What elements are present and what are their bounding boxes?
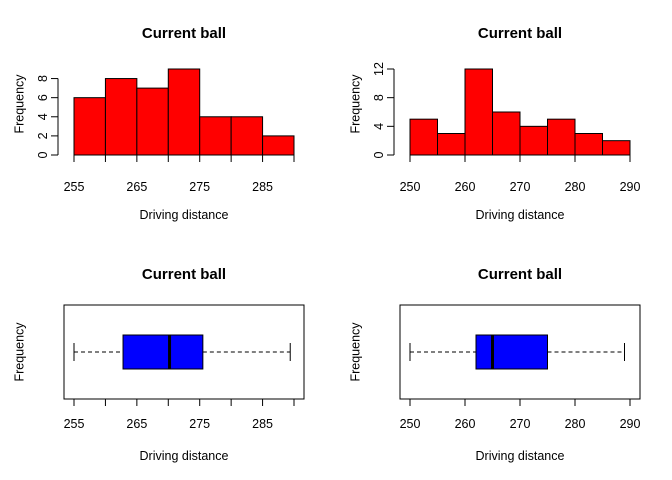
x-tick-label: 280: [565, 180, 586, 194]
histogram-bar: [602, 140, 631, 156]
histogram-bar: [547, 118, 576, 156]
x-tick-label: 265: [126, 180, 147, 194]
x-tick-label: 280: [565, 417, 586, 431]
x-tick-label: 285: [252, 180, 273, 194]
y-tick-label: 0: [372, 151, 386, 158]
histogram-bar: [136, 87, 169, 156]
histogram-bar: [104, 78, 138, 156]
y-axis-label: Frequency: [12, 74, 26, 134]
y-tick-label: 12: [372, 62, 386, 76]
x-tick-label: 255: [64, 417, 85, 431]
chart-panel-1: Current ball Driving distance Frequency 255…: [12, 25, 295, 222]
histogram-bar: [73, 97, 106, 156]
x-tick-label: 255: [64, 180, 85, 194]
chart-panel-2: Current ball Driving distance Frequency 250…: [348, 25, 640, 222]
x-tick-label: 260: [455, 417, 476, 431]
y-tick-label: 4: [36, 113, 50, 120]
x-tick-label: 285: [252, 417, 273, 431]
chart-panel-3: Current ball Driving distance Frequency 255…: [12, 266, 305, 463]
histogram-bar: [464, 68, 493, 156]
histogram-bar: [409, 118, 438, 156]
y-axis-label: Frequency: [348, 74, 362, 134]
box-iqr: [475, 334, 548, 370]
x-tick-label: 270: [510, 417, 531, 431]
x-tick-label: 275: [189, 417, 210, 431]
x-tick-label: 260: [455, 180, 476, 194]
histogram-bar: [199, 116, 232, 156]
chart-title: Current ball: [478, 266, 562, 283]
box-iqr: [122, 334, 204, 370]
plot-frame: [63, 304, 305, 400]
x-tick-label: 290: [620, 180, 641, 194]
histogram-bar: [574, 133, 603, 156]
histogram-bar: [437, 133, 466, 156]
histogram-bar: [167, 68, 201, 156]
x-tick-label: 270: [510, 180, 531, 194]
chart-panel-4: Current ball Driving distance Frequency 250…: [348, 266, 641, 463]
x-axis-label: Driving distance: [476, 208, 565, 222]
x-tick-label: 290: [620, 417, 641, 431]
x-tick-label: 250: [400, 417, 421, 431]
x-tick-label: 275: [189, 180, 210, 194]
y-tick-label: 4: [372, 123, 386, 130]
histogram-bar: [262, 135, 295, 156]
x-axis-label: Driving distance: [476, 449, 565, 463]
y-axis-label: Frequency: [12, 322, 26, 382]
y-tick-label: 8: [36, 75, 50, 82]
chart-title: Current ball: [478, 25, 562, 42]
chart-title: Current ball: [142, 266, 226, 283]
histogram-bar: [230, 116, 264, 156]
x-tick-label: 265: [126, 417, 147, 431]
histogram-bar: [492, 111, 521, 156]
y-axis-label: Frequency: [348, 322, 362, 382]
y-tick-label: 0: [36, 151, 50, 158]
y-tick-label: 6: [36, 94, 50, 101]
histogram-bar: [519, 125, 548, 156]
x-axis-label: Driving distance: [140, 208, 229, 222]
x-tick-label: 250: [400, 180, 421, 194]
chart-title: Current ball: [142, 25, 226, 42]
y-tick-label: 8: [372, 94, 386, 101]
y-tick-label: 2: [36, 132, 50, 139]
x-axis-label: Driving distance: [140, 449, 229, 463]
